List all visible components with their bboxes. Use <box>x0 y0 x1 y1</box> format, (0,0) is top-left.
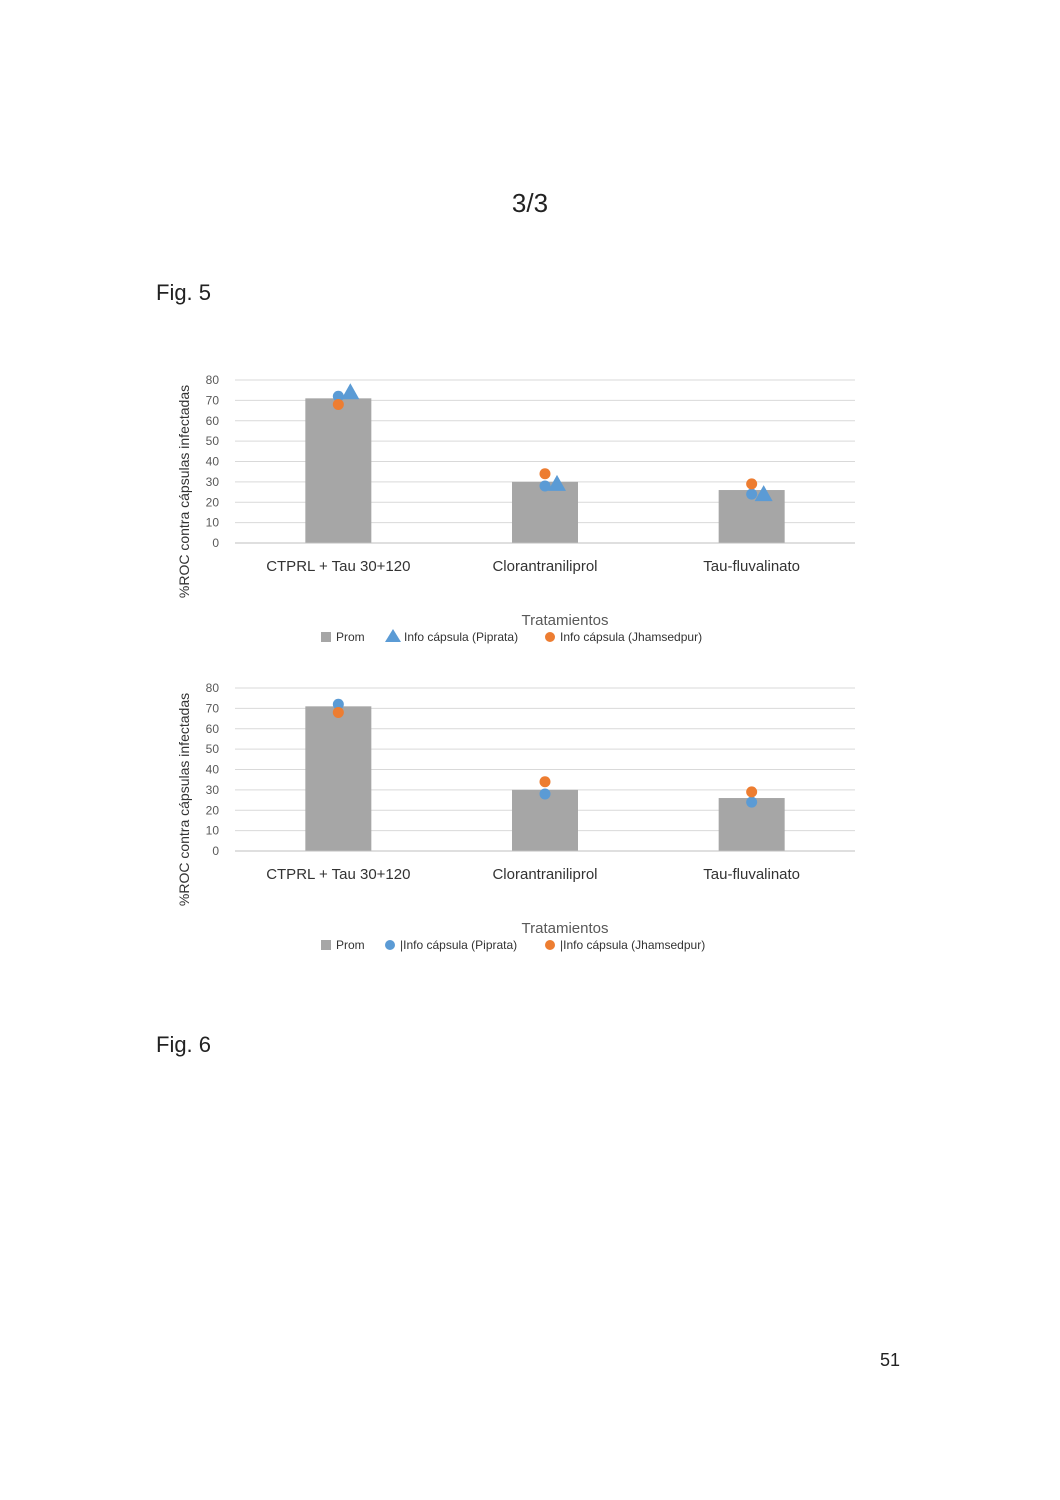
top-chart-legend-swatch-jhamsedpur <box>545 632 555 642</box>
bottom-chart-legend-label: Prom <box>336 938 365 952</box>
top-chart-dot-point-3-piprata <box>746 488 758 500</box>
top-chart-dot-point-3-jhamsedpur <box>746 478 758 490</box>
bottom-chart-y-axis-label: %ROC contra cápsulas infectadas <box>176 693 192 906</box>
top-chart-triangle-point-2 <box>548 474 566 491</box>
bottom-chart-y-tick-label: 20 <box>206 803 220 817</box>
top-chart-bar-1 <box>305 398 372 543</box>
bottom-chart-dot-point-1-jhamsedpur <box>332 706 344 718</box>
bottom-chart-dot-point-3-piprata <box>746 796 758 808</box>
top-chart-bar-2 <box>512 481 578 543</box>
top-chart-dot-point-1-piprata <box>332 390 344 402</box>
bottom-chart-y-tick-label: 10 <box>206 824 220 838</box>
page-number: 51 <box>880 1350 901 1370</box>
top-chart-x-tick-label: Clorantraniliprol <box>492 558 597 575</box>
bottom-chart-x-tick-label: Tau-fluvalinato <box>703 866 800 883</box>
bottom-chart-dot-point-2-piprata <box>539 788 551 800</box>
top-chart-dot-point-1-jhamsedpur <box>332 398 344 410</box>
top-chart-dot-point-2-jhamsedpur <box>539 468 551 480</box>
figure-5-label: Fig. 5 <box>156 280 212 305</box>
bottom-chart-y-tick-label: 30 <box>206 783 220 797</box>
figure-6-label: Fig. 6 <box>156 1032 212 1057</box>
chart-bottom: 0 10 20 30 40 50 60 70 80 %ROC contra cápsulas in… <box>165 663 885 963</box>
bottom-chart-legend-label: |Info cápsula (Jhamsedpur) <box>560 938 705 952</box>
top-chart-y-tick-label: 0 <box>212 536 219 550</box>
top-chart-legend-swatch-piprata <box>385 629 401 642</box>
top-chart-x-tick-label: CTPRL + Tau 30+120 <box>266 558 410 575</box>
top-chart-legend-label: Info cápsula (Piprata) <box>404 630 518 644</box>
bottom-chart-y-tick-label: 60 <box>206 722 220 736</box>
bottom-chart-legend-label: |Info cápsula (Piprata) <box>400 938 517 952</box>
page-header: 3/3 <box>511 188 549 218</box>
bottom-chart-y-tick-label: 0 <box>212 844 219 858</box>
top-chart-x-axis-label: Tratamientos <box>522 612 609 629</box>
top-chart-triangle-point-1 <box>341 383 360 400</box>
bottom-chart-y-tick-label: 50 <box>206 742 220 756</box>
bottom-chart-dot-point-1-piprata <box>332 698 344 710</box>
top-chart-y-tick-label: 60 <box>206 414 220 428</box>
bottom-chart-y-tick-label: 70 <box>206 701 220 715</box>
chart-top: 0 10 20 30 40 50 60 70 80 %ROC contra cápsulas in… <box>165 355 885 655</box>
top-chart-y-tick-label: 80 <box>206 373 220 387</box>
chart-bottom-svg: 0 10 20 30 40 50 60 70 80 %ROC contra cápsulas in… <box>176 681 855 952</box>
top-chart-y-tick-label: 70 <box>206 393 220 407</box>
bottom-chart-dot-point-2-jhamsedpur <box>539 776 551 788</box>
top-chart-triangle-point-3 <box>754 485 773 502</box>
bottom-chart-x-tick-label: Clorantraniliprol <box>492 866 597 883</box>
top-chart-dot-point-2-piprata <box>539 480 551 492</box>
bottom-chart-legend-swatch-prom <box>321 940 331 950</box>
top-chart-legend-label: Info cápsula (Jhamsedpur) <box>560 630 702 644</box>
top-chart-legend-label: Prom <box>336 630 365 644</box>
bottom-chart-legend-swatch-jhamsedpur <box>545 940 555 950</box>
bottom-chart-x-axis-label: Tratamientos <box>522 920 609 937</box>
top-chart-y-tick-label: 20 <box>206 495 220 509</box>
top-chart-y-tick-label: 50 <box>206 434 220 448</box>
top-chart-y-tick-label: 30 <box>206 475 220 489</box>
bottom-chart-dot-point-3-jhamsedpur <box>746 786 758 798</box>
bottom-chart-x-tick-label: CTPRL + Tau 30+120 <box>266 866 410 883</box>
bottom-chart-bar-1 <box>305 706 372 851</box>
top-chart-y-tick-label: 40 <box>206 455 220 469</box>
bottom-chart-y-tick-label: 40 <box>206 763 220 777</box>
top-chart-y-axis-label: %ROC contra cápsulas infectadas <box>176 385 192 598</box>
chart-top-svg: 0 10 20 30 40 50 60 70 80 %ROC contra cápsulas in… <box>176 373 855 644</box>
bottom-chart-bar-2 <box>512 789 578 851</box>
top-chart-x-tick-label: Tau-fluvalinato <box>703 558 800 575</box>
top-chart-legend-swatch-prom <box>321 632 331 642</box>
top-chart-y-tick-label: 10 <box>206 516 220 530</box>
bottom-chart-legend-swatch-piprata <box>385 940 395 950</box>
bottom-chart-y-tick-label: 80 <box>206 681 220 695</box>
